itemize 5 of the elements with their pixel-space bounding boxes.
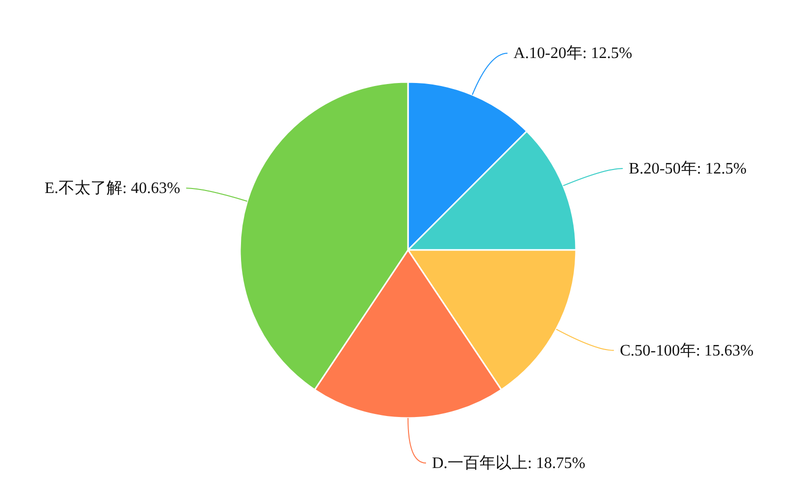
slice-label: B.20-50年: 12.5% (628, 160, 747, 178)
slice-label: E.不太了解: 40.63% (44, 179, 180, 198)
slice-label: C.50-100年: 15.63% (620, 342, 754, 360)
slice-label: D.一百年以上: 18.75% (432, 454, 586, 472)
slice-label: A.10-20年: 12.5% (514, 45, 632, 62)
